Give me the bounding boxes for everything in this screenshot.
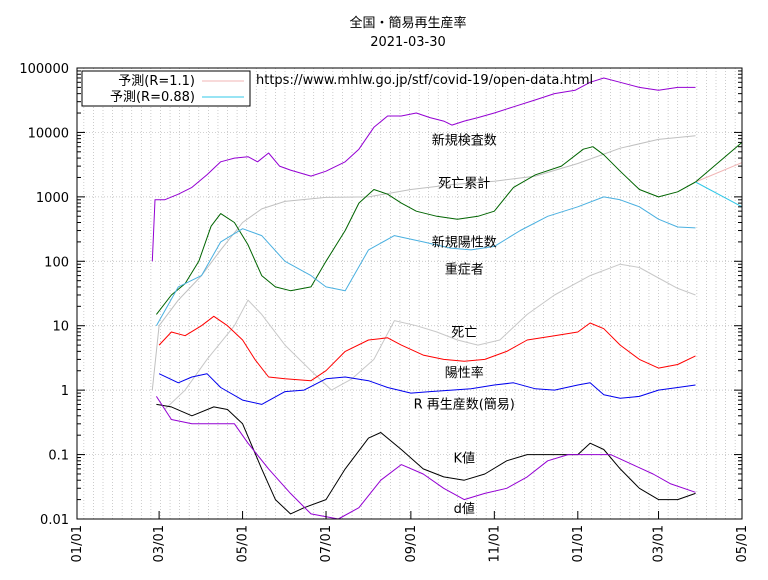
- annotation-label: 死亡累計: [438, 175, 490, 191]
- x-tick-label: 11/01: [487, 525, 502, 562]
- legend-label-r110: 予測(R=1.1): [118, 74, 195, 89]
- annotation-label: 新規検査数: [432, 132, 497, 148]
- y-tick-label: 100: [44, 255, 69, 270]
- series-line: [158, 373, 696, 405]
- series-line: [164, 263, 696, 410]
- legend-label-r088: 予測(R=0.88): [110, 90, 195, 105]
- y-axis-ticks: 0.01 0.1 1 10 100 1000 10000 100000: [19, 62, 742, 528]
- annotation-label: d値: [454, 501, 475, 517]
- annotation-label: R 再生産数(簡易): [414, 396, 515, 412]
- x-tick-label: 09/01: [404, 525, 419, 562]
- annotation-label: 重症者: [445, 261, 484, 277]
- y-tick-label: 1: [61, 384, 69, 399]
- x-tick-label: 05/01: [236, 525, 251, 562]
- y-tick-label: 0.01: [40, 513, 69, 528]
- series-line: [156, 146, 696, 315]
- y-tick-label: 10000: [28, 126, 69, 141]
- series-lines: [151, 77, 743, 520]
- annotation-label: 陽性率: [445, 365, 484, 381]
- series-line: [156, 403, 696, 515]
- legend-box: [81, 70, 251, 107]
- x-tick-label: 03/01: [152, 525, 167, 562]
- y-tick-label: 100000: [19, 62, 69, 77]
- series-line: [151, 77, 696, 262]
- series-line: [695, 181, 743, 208]
- series-line: [695, 162, 743, 183]
- chart-subtitle: 2021-03-30: [370, 35, 446, 50]
- y-tick-label: 10: [52, 320, 69, 335]
- y-tick-label: 0.1: [48, 449, 69, 464]
- annotation-label: 死亡: [451, 326, 477, 341]
- source-url-note: https://www.mhlw.go.jp/stf/covid-19/open…: [256, 73, 593, 88]
- series-line: [158, 315, 696, 382]
- series-line: [155, 396, 696, 520]
- series-line: [695, 142, 743, 183]
- x-axis-ticks: 01/01 03/01 05/01 07/01 09/01 11/01 01/01 03/01…: [70, 511, 750, 562]
- plot-frame: [76, 67, 743, 520]
- grid-lines: [77, 67, 742, 520]
- annotation-label: K値: [453, 451, 475, 467]
- legend: 予測(R=1.1) 予測(R=0.88): [81, 70, 251, 107]
- x-tick-label: 07/01: [319, 525, 334, 562]
- x-tick-label: 01/01: [571, 525, 586, 562]
- series-line: [155, 196, 696, 326]
- x-tick-label: 03/01: [652, 525, 667, 562]
- series-line: [151, 135, 696, 391]
- x-tick-label: 05/01: [735, 525, 750, 562]
- chart-title: 全国・簡易再生産率: [349, 15, 466, 31]
- annotation-label: 新規陽性数: [432, 234, 497, 250]
- x-tick-label: 01/01: [70, 525, 85, 562]
- y-tick-label: 1000: [36, 191, 69, 206]
